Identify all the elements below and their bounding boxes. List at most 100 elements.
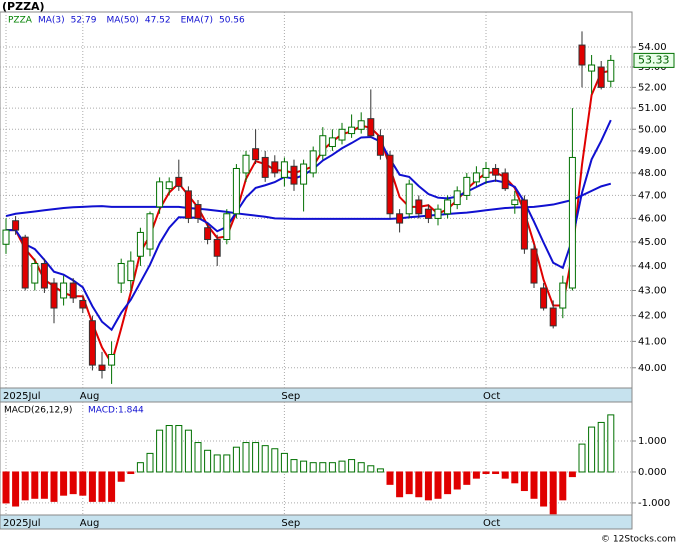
- macd-bar: [2, 471, 10, 504]
- legend-value: 47.52: [145, 16, 171, 26]
- candle-body: [463, 176, 471, 196]
- candle-body: [290, 165, 298, 185]
- macd-bar: [69, 471, 77, 495]
- y-tick-label: 40.00: [638, 363, 667, 374]
- macd-bar: [271, 448, 279, 473]
- macd-bar: [348, 459, 356, 473]
- macd-bar: [597, 421, 605, 473]
- macd-bar: [108, 471, 116, 502]
- legend-name: MA(50): [106, 16, 138, 26]
- candle-body: [415, 199, 423, 215]
- candle-body: [386, 154, 394, 215]
- candle-body: [60, 282, 68, 299]
- candle-body: [175, 176, 183, 187]
- macd-bar: [50, 471, 58, 502]
- y-tick-label: 45.00: [638, 237, 667, 248]
- candle-body: [405, 183, 413, 215]
- candle-body: [492, 167, 500, 176]
- legend-value: 50.56: [219, 16, 245, 26]
- x-tick-label: Oct: [483, 518, 500, 529]
- legend-name: MA(3): [38, 16, 65, 26]
- macd-bar: [184, 429, 192, 473]
- macd-bar: [607, 414, 615, 473]
- x-tick-label: Oct: [483, 391, 500, 402]
- candle-body: [501, 172, 509, 190]
- macd-bar: [396, 471, 404, 498]
- y-tick-label: 50.00: [638, 124, 667, 135]
- footer: © 12Stocks.com: [601, 535, 676, 545]
- line-series: [6, 119, 612, 332]
- legend-symbol: PZZA: [8, 16, 33, 26]
- candle-body: [549, 307, 557, 327]
- y-tick-label: -1.000: [638, 498, 670, 509]
- chart-title: (PZZA): [2, 0, 45, 13]
- candle-body: [367, 118, 375, 137]
- candle-body: [127, 260, 135, 282]
- x-tick-label: 2025Jul: [3, 391, 41, 402]
- candle-body: [261, 156, 269, 178]
- y-tick-label: 54.00: [638, 42, 667, 53]
- candle-body: [98, 364, 106, 371]
- candle-body: [21, 236, 29, 289]
- macd-bar: [175, 425, 183, 473]
- candle-body: [252, 148, 260, 161]
- candle-body: [156, 181, 164, 208]
- y-tick-label: 0.000: [638, 467, 667, 478]
- macd-legend: MACD:1.844: [88, 406, 144, 416]
- candle-body: [338, 128, 346, 141]
- candle-body: [184, 190, 192, 219]
- macd-bar: [357, 462, 365, 473]
- macd-bar: [12, 471, 20, 507]
- candle-body: [597, 66, 605, 88]
- candle-body: [88, 320, 96, 366]
- macd-bar: [520, 471, 528, 492]
- last-price-box: [633, 52, 675, 68]
- macd-bar: [146, 452, 154, 473]
- candle-body: [530, 248, 538, 284]
- macd-bar: [338, 460, 346, 473]
- candle-body: [300, 163, 308, 185]
- candle-body: [69, 282, 77, 299]
- candle-body: [559, 282, 567, 309]
- y-tick-label: 44.00: [638, 261, 667, 272]
- macd-bar: [165, 425, 173, 473]
- x-tick-label: 2025Jul: [3, 518, 41, 529]
- candle-body: [280, 161, 288, 178]
- candle-body: [309, 150, 317, 174]
- macd-bar: [472, 471, 480, 479]
- macd-bar: [31, 471, 39, 499]
- macd-bar: [540, 471, 548, 507]
- candle-body: [607, 59, 615, 82]
- macd-bar: [453, 471, 461, 490]
- macd-bar: [568, 471, 576, 478]
- candle-body: [79, 299, 87, 309]
- macd-bar: [492, 471, 500, 475]
- candle-body: [242, 154, 250, 174]
- candle-body: [12, 220, 20, 231]
- macd-bar: [319, 462, 327, 473]
- macd-bar: [578, 443, 586, 473]
- y-tick-label: 52.00: [638, 82, 667, 93]
- macd-bar: [300, 460, 308, 473]
- candle-body: [194, 204, 202, 219]
- macd-bar: [328, 462, 336, 473]
- macd-bar: [415, 471, 423, 498]
- macd-bar: [127, 471, 135, 475]
- macd-bar: [40, 471, 48, 499]
- macd-title: MACD(26,12,9): [4, 406, 72, 416]
- candle-body: [434, 208, 442, 219]
- macd-bar: [117, 471, 125, 482]
- macd-bar: [98, 471, 106, 502]
- candle-body: [424, 208, 432, 219]
- macd-panel: [0, 401, 633, 516]
- candle-body: [568, 156, 576, 289]
- candle-body: [40, 262, 48, 289]
- x-tick-label: Sep: [281, 518, 300, 529]
- candle-body: [31, 262, 39, 284]
- macd-bar: [424, 471, 432, 501]
- macd-bar: [367, 465, 375, 473]
- y-tick-label: 43.00: [638, 285, 667, 296]
- y-tick-label: 47.00: [638, 190, 667, 201]
- x-tick-label: Aug: [80, 391, 100, 402]
